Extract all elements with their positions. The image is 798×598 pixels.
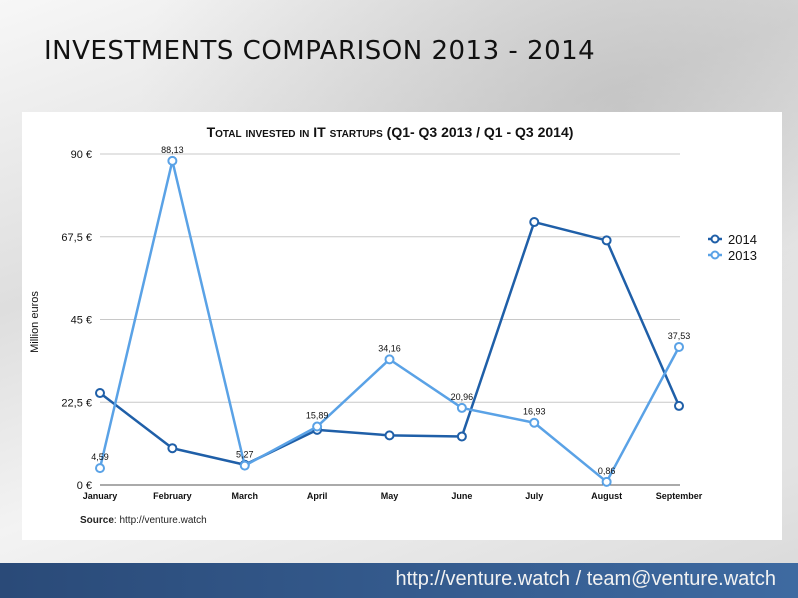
- x-tick-label: March: [231, 491, 258, 501]
- y-tick-label: 45 €: [71, 315, 92, 327]
- data-point: [601, 235, 612, 246]
- data-point: [167, 155, 178, 166]
- x-tick-label: September: [656, 491, 703, 501]
- data-label: 88,13: [161, 145, 184, 155]
- source-text: : http://venture.watch: [113, 515, 207, 526]
- data-point: [312, 421, 323, 432]
- data-point: [167, 443, 178, 454]
- data-label: 5,27: [236, 450, 254, 460]
- legend-label: 2014: [728, 232, 757, 247]
- x-tick-label: January: [83, 491, 118, 501]
- x-tick-label: April: [307, 491, 328, 501]
- data-label: 0,86: [598, 466, 616, 476]
- x-tick-label: June: [451, 491, 472, 501]
- chart-panel: Total invested in IT startups (Q1- Q3 20…: [22, 112, 782, 540]
- chart-title: Total invested in IT startups (Q1- Q3 20…: [207, 124, 574, 140]
- x-tick-label: May: [381, 491, 399, 501]
- data-point: [674, 400, 684, 411]
- x-tick-label: February: [153, 491, 192, 501]
- data-point: [384, 354, 395, 365]
- legend-marker: [710, 250, 720, 260]
- footer-bar: http://venture.watch / team@venture.watc…: [0, 563, 798, 598]
- y-axis-label: Million euros: [29, 291, 41, 353]
- line-chart: Total invested in IT startups (Q1- Q3 20…: [29, 124, 757, 501]
- data-point: [601, 476, 612, 487]
- series-layer: 4,59 88,13 5,27 15,89 34,16 20,96 16,93 0,86 37,…: [91, 145, 691, 487]
- data-point: [95, 463, 105, 474]
- data-label: 4,59: [91, 452, 109, 462]
- data-label: 15,89: [306, 411, 329, 421]
- data-point: [239, 460, 250, 471]
- y-tick-labels: 0 € 22,5 € 45 € 67,5 € 90 €: [61, 149, 92, 492]
- data-label: 34,16: [378, 343, 401, 353]
- data-point: [456, 402, 467, 413]
- data-point: [529, 417, 540, 428]
- legend-item-2013: 2013: [708, 248, 757, 263]
- legend-item-2014: 2014: [708, 232, 757, 247]
- y-tick-label: 0 €: [77, 480, 92, 492]
- data-point: [95, 388, 105, 399]
- y-tick-label: 67,5 €: [61, 232, 92, 244]
- x-tick-label: August: [591, 491, 622, 501]
- y-tick-label: 22,5 €: [61, 397, 92, 409]
- x-tick-label: July: [525, 491, 543, 501]
- series-2013: 4,59 88,13 5,27 15,89 34,16 20,96 16,93 0,86 37,…: [91, 145, 691, 487]
- data-point: [529, 217, 540, 228]
- source-label: Source: [80, 515, 114, 526]
- data-point: [384, 430, 395, 441]
- data-label: 37,53: [668, 331, 691, 341]
- y-tick-label: 90 €: [71, 149, 92, 161]
- x-tick-labels: January February March April May June July Augu…: [83, 491, 703, 501]
- grid-lines: [100, 153, 680, 486]
- data-point: [456, 431, 467, 442]
- legend-label: 2013: [728, 248, 757, 263]
- footer-contact: http://venture.watch / team@venture.watc…: [395, 568, 777, 590]
- data-point: [674, 341, 684, 352]
- legend-marker: [710, 234, 720, 244]
- data-label: 16,93: [523, 407, 546, 417]
- source-note: Source: http://venture.watch: [80, 515, 207, 526]
- slide-title: INVESTMENTS COMPARISON 2013 - 2014: [44, 36, 596, 66]
- data-label: 20,96: [451, 392, 474, 402]
